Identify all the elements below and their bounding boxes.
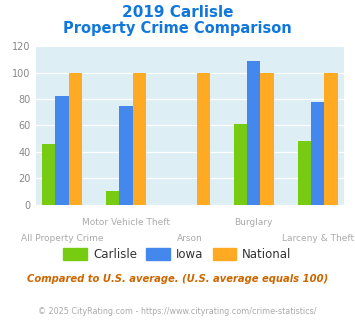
Text: All Property Crime: All Property Crime	[21, 234, 103, 243]
Text: Burglary: Burglary	[235, 218, 273, 227]
Text: Property Crime Comparison: Property Crime Comparison	[63, 21, 292, 36]
Bar	[197, 73, 210, 205]
Text: Larceny & Theft: Larceny & Theft	[282, 234, 354, 243]
Bar	[261, 73, 274, 205]
Bar	[42, 144, 55, 205]
Text: © 2025 CityRating.com - https://www.cityrating.com/crime-statistics/: © 2025 CityRating.com - https://www.city…	[38, 307, 317, 316]
Bar	[247, 61, 261, 205]
Bar	[324, 73, 338, 205]
Legend: Carlisle, Iowa, National: Carlisle, Iowa, National	[59, 244, 296, 266]
Bar	[298, 141, 311, 205]
Bar	[106, 191, 119, 205]
Bar	[119, 106, 133, 205]
Text: Arson: Arson	[177, 234, 203, 243]
Bar	[69, 73, 82, 205]
Bar	[311, 102, 324, 205]
Text: Compared to U.S. average. (U.S. average equals 100): Compared to U.S. average. (U.S. average …	[27, 274, 328, 284]
Text: Motor Vehicle Theft: Motor Vehicle Theft	[82, 218, 170, 227]
Bar	[133, 73, 146, 205]
Bar	[234, 124, 247, 205]
Text: 2019 Carlisle: 2019 Carlisle	[122, 5, 233, 20]
Bar	[55, 96, 69, 205]
